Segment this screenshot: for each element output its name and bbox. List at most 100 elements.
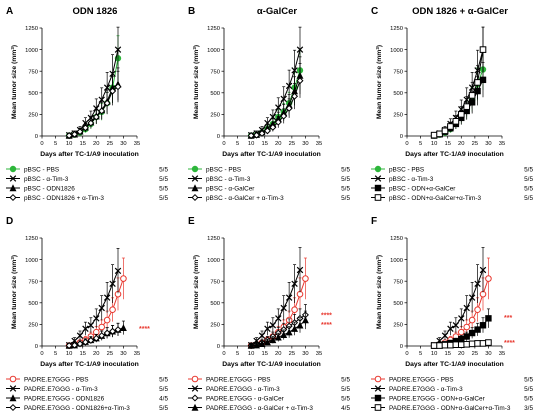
legend-marker <box>374 175 382 182</box>
data-point <box>71 337 78 345</box>
data-point <box>479 340 487 347</box>
data-point <box>479 322 487 329</box>
panel-a: A ODN 1826 0 250 500 750 1000 1250 0 5 10 15 20 25 30 3… <box>6 6 168 202</box>
data-point <box>436 342 443 349</box>
data-point <box>441 341 449 349</box>
data-point <box>114 83 122 91</box>
legend-marker <box>191 375 199 383</box>
legend-marker <box>9 385 17 392</box>
legend-ratio: 5/5 <box>524 376 533 383</box>
x-tick-label: 35 <box>499 141 505 147</box>
legend-marker <box>191 184 199 192</box>
data-point <box>87 336 95 344</box>
data-point <box>71 341 79 349</box>
x-tick-label: 15 <box>444 141 450 147</box>
legend-label: PADRE.E7GGG - ODN1826 <box>24 395 105 402</box>
legend-ratio: 5/5 <box>341 386 350 393</box>
data-point <box>280 331 288 338</box>
x-tick-label: 0 <box>405 351 408 357</box>
data-point <box>275 104 282 111</box>
panel-title: ODN 1826 <box>73 6 118 17</box>
legend-label: PADRE.E7GGG - α-GalCer + α-Tim-3 <box>206 405 313 412</box>
series-4 <box>430 26 487 139</box>
x-tick-label: 20 <box>458 351 464 357</box>
panel-letter: D <box>6 216 13 227</box>
series-4 <box>247 63 304 140</box>
data-point <box>447 123 454 130</box>
legend-label: PADRE.E7GGG - ODN1826+α-Tim-3 <box>24 405 130 412</box>
legend-marker <box>191 165 199 173</box>
y-tick-label: 500 <box>28 301 38 307</box>
x-tick-label: 0 <box>222 141 225 147</box>
series-line <box>250 49 301 136</box>
legend-ratio: 5/5 <box>159 185 168 192</box>
data-point <box>468 316 476 324</box>
legend-label: PADRE.E7GGG - ODN+α-GalCer <box>389 395 486 402</box>
legend-label: pBSC - ODN+α-GalCer+α-Tim-3 <box>389 195 481 202</box>
x-tick-label: 10 <box>248 141 254 147</box>
data-point <box>302 275 309 282</box>
data-point <box>430 131 438 139</box>
x-tick-label: 10 <box>431 141 437 147</box>
data-point <box>447 341 454 349</box>
data-point <box>87 322 95 329</box>
data-point <box>103 294 111 301</box>
legend-ratio: 5/5 <box>524 395 533 402</box>
y-axis-label: Mean tumor size (mm3) <box>10 255 19 329</box>
legend-ratio: 5/5 <box>524 386 533 393</box>
x-tick-label: 15 <box>79 141 85 147</box>
data-point <box>463 340 471 348</box>
data-point <box>109 327 117 335</box>
x-tick-label: 15 <box>261 351 267 357</box>
data-point <box>291 280 298 288</box>
data-point <box>452 322 460 329</box>
legend-ratio: 5/5 <box>159 166 168 173</box>
y-tick-label: 750 <box>210 69 220 75</box>
legend-label: pBSC - α-GalCer <box>206 185 255 192</box>
data-point <box>81 124 89 132</box>
legend-ratio: 4/5 <box>159 395 168 402</box>
legend-label: pBSC - PBS <box>206 166 241 173</box>
y-axis-label: Mean tumor size (mm3) <box>10 45 19 119</box>
legend-label: pBSC - α-Tim-3 <box>206 176 251 183</box>
x-axis-label: Days after TC-1/A9 inoculation <box>40 361 139 368</box>
series-4 <box>430 339 492 349</box>
data-point <box>430 342 438 349</box>
y-tick-label: 1250 <box>207 26 220 32</box>
x-tick-label: 25 <box>107 141 113 147</box>
legend-label: pBSC - ODN1826 <box>24 185 75 192</box>
legend-marker <box>9 394 17 402</box>
data-point <box>452 341 460 349</box>
x-tick-label: 25 <box>472 351 478 357</box>
significance-mark: *** <box>504 315 512 322</box>
data-point <box>285 104 293 112</box>
legend-ratio: 5/5 <box>341 395 350 402</box>
legend-marker <box>374 184 382 192</box>
legend-marker <box>9 403 17 412</box>
y-tick-label: 250 <box>28 113 38 119</box>
panel-f: F 0 250 500 750 1000 1250 0 5 10 15 20 25 30 35 Days af… <box>371 216 533 412</box>
data-point <box>92 113 100 121</box>
data-point <box>120 275 127 282</box>
data-point <box>468 329 476 337</box>
legend-ratio: 5/5 <box>524 195 533 202</box>
data-point <box>103 84 111 91</box>
legend-marker <box>9 375 17 383</box>
legend-ratio: 5/5 <box>341 176 350 183</box>
data-point <box>98 323 106 331</box>
x-tick-label: 20 <box>275 141 281 147</box>
x-axis-label: Days after TC-1/A9 inoculation <box>405 361 504 368</box>
data-point <box>263 127 271 135</box>
legend-marker <box>374 375 382 383</box>
panel-letter: E <box>188 216 195 227</box>
legend-ratio: 5/5 <box>524 166 533 173</box>
data-point <box>474 306 481 314</box>
legend-marker <box>191 403 199 411</box>
data-point <box>296 321 304 329</box>
panel-letter: B <box>188 6 195 17</box>
legend-label: pBSC - α-Tim-3 <box>389 176 434 183</box>
panel-letter: F <box>371 216 377 227</box>
y-tick-label: 250 <box>28 323 38 329</box>
x-tick-label: 35 <box>499 351 505 357</box>
